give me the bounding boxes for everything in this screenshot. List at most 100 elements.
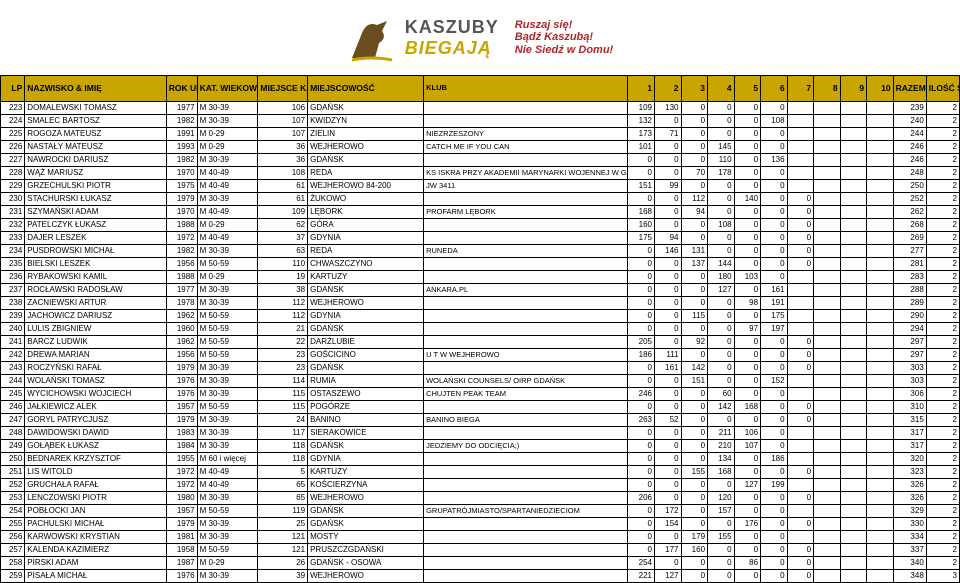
cell: 1988 (166, 219, 197, 232)
table-row: 245WYCICHOWSKI WOJCIECH1976M 30-39115OST… (1, 388, 960, 401)
cell (787, 284, 814, 297)
cell (867, 518, 894, 531)
cell (867, 141, 894, 154)
cell: 1972 (166, 466, 197, 479)
cell: 70 (681, 167, 708, 180)
cell: 290 (893, 310, 926, 323)
cell: M 40-49 (197, 206, 258, 219)
cell: 0 (761, 258, 788, 271)
table-row: 251LIS WITOLD1972M 40-495KARTUZY00155168… (1, 466, 960, 479)
cell: 0 (655, 375, 682, 388)
cell: 238 (1, 297, 25, 310)
cell (787, 180, 814, 193)
cell: M 50-59 (197, 336, 258, 349)
cell (867, 570, 894, 583)
cell: 0 (681, 154, 708, 167)
cell (867, 193, 894, 206)
cell: 2 (926, 440, 959, 453)
table-row: 239JACHOWICZ DARIUSZ1962M 50-59112GDYNIA… (1, 310, 960, 323)
cell: 0 (761, 128, 788, 141)
cell: 1960 (166, 323, 197, 336)
cell: 0 (681, 284, 708, 297)
cell: SMALEC BARTOSZ (25, 115, 166, 128)
cell: 0 (761, 271, 788, 284)
cell: U T W WEJHEROWO (424, 349, 628, 362)
cell: PISAŁA MICHAŁ (25, 570, 166, 583)
cell (787, 102, 814, 115)
table-row: 225ROGOZA MATEUSZ1991M 0-29107ZIELINNIEZ… (1, 128, 960, 141)
cell: LĘBORK (308, 206, 424, 219)
cell: 168 (628, 206, 655, 219)
slogan-line2: Bądź Kaszubą! (515, 31, 613, 43)
cell: 168 (734, 401, 761, 414)
cell: 2 (926, 219, 959, 232)
cell: LIS WITOLD (25, 466, 166, 479)
cell: M 0-29 (197, 128, 258, 141)
cell (424, 115, 628, 128)
cell (867, 453, 894, 466)
cell: 1957 (166, 401, 197, 414)
cell: 0 (628, 453, 655, 466)
cell (787, 154, 814, 167)
cell (424, 518, 628, 531)
cell: 2 (926, 154, 959, 167)
cell: 172 (655, 505, 682, 518)
cell: 121 (258, 531, 308, 544)
cell: 155 (681, 466, 708, 479)
cell (424, 466, 628, 479)
cell (424, 323, 628, 336)
cell (867, 180, 894, 193)
cell: 1979 (166, 193, 197, 206)
cell (814, 518, 841, 531)
cell: 1962 (166, 310, 197, 323)
cell: 0 (681, 219, 708, 232)
cell: 317 (893, 427, 926, 440)
cell: 142 (708, 401, 735, 414)
cell: KALENDA KAZIMIERZ (25, 544, 166, 557)
cell: 0 (708, 180, 735, 193)
cell: 0 (787, 336, 814, 349)
cell: 236 (1, 271, 25, 284)
cell (840, 258, 867, 271)
cell: 63 (258, 245, 308, 258)
cell: JACHOWICZ DARIUSZ (25, 310, 166, 323)
cell: 235 (1, 258, 25, 271)
cell: M 30-39 (197, 154, 258, 167)
cell: 0 (681, 128, 708, 141)
cell: 0 (655, 466, 682, 479)
cell: 0 (734, 102, 761, 115)
cell: 240 (1, 323, 25, 336)
cell: 297 (893, 349, 926, 362)
cell: 0 (761, 141, 788, 154)
cell: 0 (734, 531, 761, 544)
cell: 19 (258, 271, 308, 284)
logo-griffin-icon (347, 13, 397, 63)
cell: 232 (1, 219, 25, 232)
cell (814, 141, 841, 154)
cell: 178 (708, 167, 735, 180)
cell: 262 (893, 206, 926, 219)
cell (840, 492, 867, 505)
cell: 0 (761, 245, 788, 258)
cell: PACHULSKI MICHAŁ (25, 518, 166, 531)
cell: M 50-59 (197, 544, 258, 557)
cell: 0 (681, 297, 708, 310)
cell (814, 349, 841, 362)
cell: 0 (655, 453, 682, 466)
cell: 107 (258, 115, 308, 128)
th-3: 3 (681, 76, 708, 102)
cell (814, 271, 841, 284)
cell: 0 (761, 180, 788, 193)
cell (814, 440, 841, 453)
cell: 0 (655, 427, 682, 440)
cell (787, 310, 814, 323)
cell: 130 (655, 102, 682, 115)
cell: 0 (628, 167, 655, 180)
cell: ANKARA.PL (424, 284, 628, 297)
cell: BARCZ LUDWIK (25, 336, 166, 349)
cell: 0 (787, 492, 814, 505)
cell (867, 375, 894, 388)
cell: 0 (734, 232, 761, 245)
logo-text: KASZUBY BIEGAJĄ (405, 17, 499, 59)
cell: GDAŃSK (308, 154, 424, 167)
